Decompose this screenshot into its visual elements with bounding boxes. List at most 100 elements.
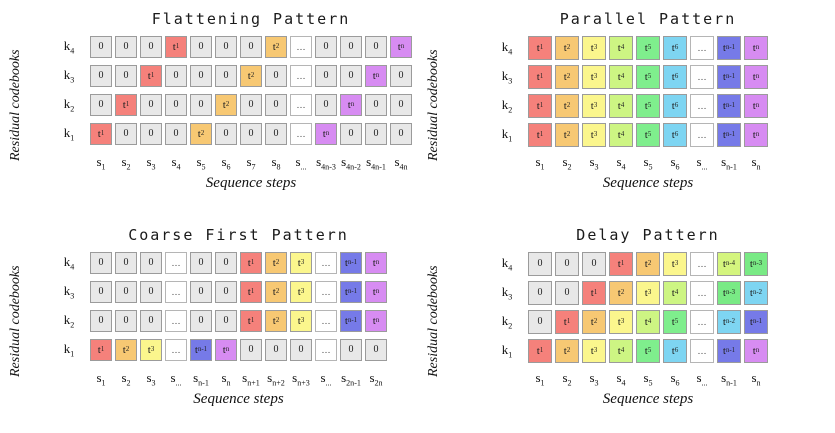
step-label: s4n-2 bbox=[341, 154, 361, 172]
step-label: sn bbox=[751, 370, 761, 388]
ellipsis-cell: … bbox=[165, 281, 187, 303]
step-label: s1 bbox=[96, 154, 106, 172]
step-label: s4 bbox=[171, 154, 181, 172]
codebook-label: k1 bbox=[501, 126, 513, 144]
panel-title: Delay Pattern bbox=[576, 226, 720, 244]
zero-cell: 0 bbox=[315, 94, 337, 116]
zero-cell: 0 bbox=[90, 310, 112, 332]
ellipsis-cell: … bbox=[690, 310, 714, 334]
ellipsis-cell: … bbox=[690, 339, 714, 363]
step-label: s7 bbox=[246, 154, 256, 172]
step-label: s1 bbox=[535, 370, 545, 388]
token-cell: t n-1 bbox=[190, 339, 212, 361]
ellipsis-cell: … bbox=[690, 65, 714, 89]
zero-cell: 0 bbox=[115, 123, 137, 145]
step-label: s2n bbox=[369, 370, 383, 388]
zero-cell: 0 bbox=[290, 339, 312, 361]
ellipsis-cell: … bbox=[165, 339, 187, 361]
zero-cell: 0 bbox=[340, 123, 362, 145]
y-axis-label: Residual codebooks bbox=[8, 265, 23, 377]
codebook-label: k2 bbox=[63, 96, 75, 114]
zero-cell: 0 bbox=[365, 339, 387, 361]
zero-cell: 0 bbox=[265, 94, 287, 116]
zero-cell: 0 bbox=[365, 36, 387, 58]
step-label: s5 bbox=[196, 154, 206, 172]
zero-cell: 0 bbox=[165, 65, 187, 87]
panel-title: Flattening Pattern bbox=[151, 10, 351, 28]
zero-cell: 0 bbox=[528, 252, 552, 276]
codebook-label: k4 bbox=[501, 39, 513, 57]
zero-cell: 0 bbox=[340, 339, 362, 361]
step-label: s4n-1 bbox=[366, 154, 386, 172]
zero-cell: 0 bbox=[115, 36, 137, 58]
zero-cell: 0 bbox=[365, 123, 387, 145]
step-label: sn-1 bbox=[721, 154, 737, 172]
ellipsis-cell: … bbox=[315, 252, 337, 274]
zero-cell: 0 bbox=[582, 252, 606, 276]
zero-cell: 0 bbox=[390, 94, 412, 116]
token-cell: t n-1 bbox=[744, 310, 768, 334]
zero-cell: 0 bbox=[215, 310, 237, 332]
zero-cell: 0 bbox=[240, 36, 262, 58]
zero-cell: 0 bbox=[90, 65, 112, 87]
step-label: s2 bbox=[121, 370, 131, 388]
step-label: sn bbox=[751, 154, 761, 172]
codebook-label: k3 bbox=[63, 283, 75, 301]
zero-cell: 0 bbox=[365, 94, 387, 116]
zero-cell: 0 bbox=[190, 65, 212, 87]
zero-cell: 0 bbox=[215, 65, 237, 87]
panel-flattening-pattern: Residual codebooks Flattening Pattern k4… bbox=[0, 0, 418, 216]
zero-cell: 0 bbox=[265, 339, 287, 361]
token-cell: t n-3 bbox=[717, 281, 741, 305]
ellipsis-cell: … bbox=[315, 310, 337, 332]
zero-cell: 0 bbox=[555, 281, 579, 305]
zero-cell: 0 bbox=[140, 281, 162, 303]
step-label: s2 bbox=[562, 154, 572, 172]
step-label: s... bbox=[320, 370, 332, 388]
step-label: s... bbox=[170, 370, 182, 388]
zero-cell: 0 bbox=[390, 65, 412, 87]
ellipsis-cell: … bbox=[315, 339, 337, 361]
step-label: s5 bbox=[643, 370, 653, 388]
zero-cell: 0 bbox=[215, 123, 237, 145]
zero-cell: 0 bbox=[340, 36, 362, 58]
zero-cell: 0 bbox=[115, 310, 137, 332]
step-label: sn-1 bbox=[721, 370, 737, 388]
codebook-label: k4 bbox=[63, 254, 75, 272]
zero-cell: 0 bbox=[90, 281, 112, 303]
step-label: s3 bbox=[589, 370, 599, 388]
zero-cell: 0 bbox=[165, 94, 187, 116]
codebook-label: k4 bbox=[63, 38, 75, 56]
step-label: s3 bbox=[146, 370, 156, 388]
ellipsis-cell: … bbox=[290, 94, 312, 116]
x-axis-label: Sequence steps bbox=[193, 390, 284, 407]
ellipsis-cell: … bbox=[165, 252, 187, 274]
step-label: sn+1 bbox=[242, 370, 260, 388]
